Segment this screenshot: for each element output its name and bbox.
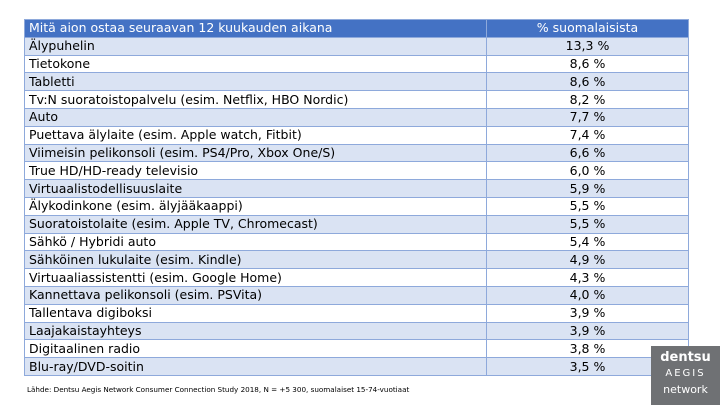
row-percent-value: 6,6 % bbox=[486, 143, 689, 163]
logo-line-1: dentsu bbox=[660, 350, 711, 365]
row-percent-value: 8,6 % bbox=[486, 72, 689, 92]
row-percent-value: 4,9 % bbox=[486, 250, 689, 270]
row-percent-value: 8,6 % bbox=[486, 54, 689, 74]
table-row: Virtuaaliassistentti (esim. Google Home)… bbox=[24, 268, 689, 287]
table-row: Digitaalinen radio 3,8 % bbox=[24, 339, 689, 359]
row-item-label: Digitaalinen radio bbox=[24, 339, 487, 359]
row-percent-value: 7,7 % bbox=[486, 107, 689, 127]
purchase-intent-table: Mitä aion ostaa seuraavan 12 kuukauden a… bbox=[24, 19, 689, 376]
row-item-label: Sähkö / Hybridi auto bbox=[24, 232, 487, 252]
row-item-label: Puettava älylaite (esim. Apple watch, Fi… bbox=[24, 125, 487, 145]
dentsu-aegis-network-logo: dentsu AEGIS network bbox=[651, 346, 720, 405]
logo-line-2: AEGIS bbox=[665, 368, 706, 379]
row-percent-value: 3,5 % bbox=[486, 357, 689, 376]
table-row: Tallentava digiboksi 3,9 % bbox=[24, 303, 689, 323]
column-header-item: Mitä aion ostaa seuraavan 12 kuukauden a… bbox=[24, 19, 487, 38]
row-item-label: Älypuhelin bbox=[24, 36, 487, 56]
table-row: Sähköinen lukulaite (esim. Kindle) 4,9 % bbox=[24, 250, 689, 270]
row-item-label: Virtuaalistodellisuuslaite bbox=[24, 179, 487, 198]
table-row: Blu-ray/DVD-soitin 3,5 % bbox=[24, 357, 689, 376]
table-header-row: Mitä aion ostaa seuraavan 12 kuukauden a… bbox=[24, 19, 689, 38]
source-note: Lähde: Dentsu Aegis Network Consumer Con… bbox=[27, 385, 410, 394]
row-item-label: Tabletti bbox=[24, 72, 487, 92]
table-row: Tabletti 8,6 % bbox=[24, 72, 689, 92]
row-percent-value: 5,9 % bbox=[486, 179, 689, 198]
row-item-label: Tietokone bbox=[24, 54, 487, 74]
row-item-label: Suoratoistolaite (esim. Apple TV, Chrome… bbox=[24, 214, 487, 234]
row-percent-value: 13,3 % bbox=[486, 36, 689, 56]
row-item-label: Auto bbox=[24, 107, 487, 127]
column-header-percent: % suomalaisista bbox=[486, 19, 689, 38]
table-row: Älykodinkone (esim. älyjääkaappi) 5,5 % bbox=[24, 196, 689, 216]
table-row: Viimeisin pelikonsoli (esim. PS4/Pro, Xb… bbox=[24, 143, 689, 163]
row-item-label: Tv:N suoratoistopalvelu (esim. Netflix, … bbox=[24, 90, 487, 109]
row-percent-value: 5,4 % bbox=[486, 232, 689, 252]
table-row: Sähkö / Hybridi auto 5,4 % bbox=[24, 232, 689, 252]
row-percent-value: 5,5 % bbox=[486, 214, 689, 234]
table-row: Älypuhelin 13,3 % bbox=[24, 36, 689, 56]
table-row: Puettava älylaite (esim. Apple watch, Fi… bbox=[24, 125, 689, 145]
table-row: Laajakaistayhteys 3,9 % bbox=[24, 321, 689, 341]
row-item-label: Tallentava digiboksi bbox=[24, 303, 487, 323]
row-percent-value: 3,9 % bbox=[486, 303, 689, 323]
table-row: Suoratoistolaite (esim. Apple TV, Chrome… bbox=[24, 214, 689, 234]
row-item-label: Laajakaistayhteys bbox=[24, 321, 487, 341]
row-percent-value: 7,4 % bbox=[486, 125, 689, 145]
table-row: Auto 7,7 % bbox=[24, 107, 689, 127]
table-body: Älypuhelin 13,3 % Tietokone 8,6 % Tabletti 8,… bbox=[24, 36, 689, 376]
row-percent-value: 5,5 % bbox=[486, 196, 689, 216]
row-item-label: Blu-ray/DVD-soitin bbox=[24, 357, 487, 376]
table-row: Kannettava pelikonsoli (esim. PSVita) 4,0… bbox=[24, 285, 689, 305]
row-percent-value: 4,0 % bbox=[486, 285, 689, 305]
row-percent-value: 3,9 % bbox=[486, 321, 689, 341]
row-item-label: Älykodinkone (esim. älyjääkaappi) bbox=[24, 196, 487, 216]
row-item-label: True HD/HD-ready televisio bbox=[24, 161, 487, 181]
table-row: Virtuaalistodellisuuslaite 5,9 % bbox=[24, 179, 689, 198]
row-item-label: Sähköinen lukulaite (esim. Kindle) bbox=[24, 250, 487, 270]
row-item-label: Virtuaaliassistentti (esim. Google Home) bbox=[24, 268, 487, 287]
row-percent-value: 8,2 % bbox=[486, 90, 689, 109]
table-row: Tv:N suoratoistopalvelu (esim. Netflix, … bbox=[24, 90, 689, 109]
table-row: True HD/HD-ready televisio 6,0 % bbox=[24, 161, 689, 181]
row-percent-value: 3,8 % bbox=[486, 339, 689, 359]
row-percent-value: 6,0 % bbox=[486, 161, 689, 181]
logo-line-3: network bbox=[663, 383, 708, 396]
row-item-label: Viimeisin pelikonsoli (esim. PS4/Pro, Xb… bbox=[24, 143, 487, 163]
row-percent-value: 4,3 % bbox=[486, 268, 689, 287]
row-item-label: Kannettava pelikonsoli (esim. PSVita) bbox=[24, 285, 487, 305]
table-row: Tietokone 8,6 % bbox=[24, 54, 689, 74]
